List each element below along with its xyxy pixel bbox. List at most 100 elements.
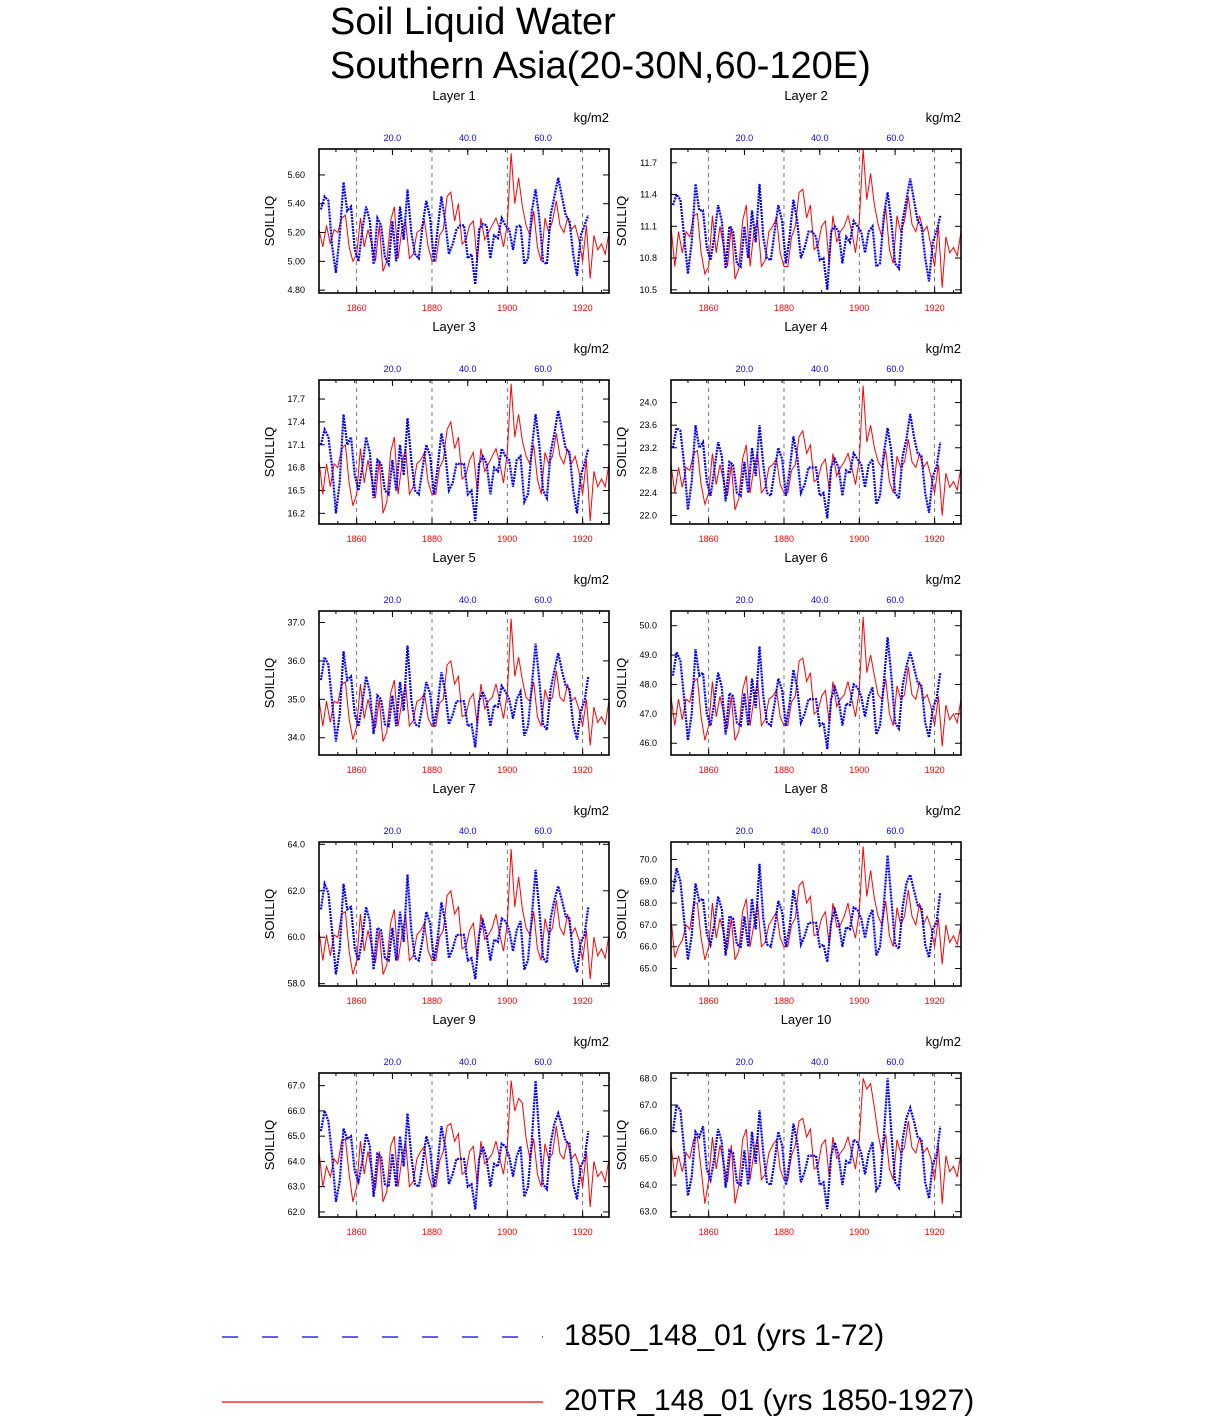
top-x-tick-label: 60.0 [534,595,552,605]
x-tick-label: 1900 [497,303,517,313]
top-x-tick-label: 20.0 [384,133,402,143]
y-tick-label: 65.0 [287,1131,305,1141]
x-tick-label: 1920 [925,1227,945,1237]
y-tick-label: 5.60 [287,170,305,180]
y-tick-label: 69.0 [639,876,657,886]
units-label: kg/m2 [926,572,961,587]
y-tick-label: 65.0 [639,964,657,974]
x-tick-label: 1920 [925,303,945,313]
top-x-tick-label: 60.0 [886,595,904,605]
series-group [671,616,961,750]
x-tick-label: 1860 [699,534,719,544]
series-line-control [671,1078,942,1210]
series-line-control [319,1080,590,1210]
y-tick-label: 10.8 [639,253,657,263]
x-tick-label: 1920 [573,534,593,544]
top-x-tick-label: 40.0 [811,133,829,143]
top-x-tick-label: 40.0 [459,826,477,836]
units-label: kg/m2 [574,1034,609,1049]
y-tick-label: 5.40 [287,199,305,209]
x-tick-label: 1920 [925,996,945,1006]
y-tick-label: 48.0 [639,679,657,689]
series-line-historical [671,846,961,965]
y-tick-label: 16.2 [287,508,305,518]
top-x-tick-label: 20.0 [384,1057,402,1067]
x-tick-label: 1900 [849,534,869,544]
x-tick-label: 1920 [573,765,593,775]
top-x-tick-label: 20.0 [736,133,754,143]
panel-title: Layer 6 [784,550,827,565]
x-tick-label: 1860 [347,765,367,775]
units-label: kg/m2 [926,803,961,818]
series-group [319,848,609,980]
x-tick-label: 1920 [925,765,945,775]
x-tick-label: 1880 [422,996,442,1006]
series-line-control [671,413,942,519]
series-line-historical [319,153,609,279]
y-tick-label: 5.00 [287,256,305,266]
y-axis-label: SOILLIQ [262,1120,277,1171]
top-x-tick-label: 20.0 [384,364,402,374]
series-line-historical [671,1078,961,1204]
y-axis-label: SOILLIQ [614,889,629,940]
top-x-tick-label: 40.0 [811,364,829,374]
series-line-control [319,410,590,522]
y-tick-label: 64.0 [287,1156,305,1166]
series-line-historical [671,616,961,747]
top-x-tick-label: 40.0 [459,364,477,374]
units-label: kg/m2 [574,110,609,125]
top-x-tick-label: 60.0 [534,364,552,374]
plot-frame [670,610,962,756]
plot-frame [318,1072,610,1218]
y-axis-label: SOILLIQ [262,427,277,478]
y-tick-label: 23.6 [639,420,657,430]
series-line-historical [319,1080,609,1207]
series-group [319,383,609,522]
y-tick-label: 66.0 [287,1106,305,1116]
x-tick-label: 1860 [347,1227,367,1237]
x-tick-label: 1880 [774,534,794,544]
legend-label-control: 1850_148_01 (yrs 1-72) [564,1319,885,1352]
plot-panel: Layer 5 kg/m2 SOILLIQ 1860 1880 1900 1920 20.0 4… [262,550,610,775]
y-tick-label: 37.0 [287,618,305,628]
x-tick-label: 1880 [774,1227,794,1237]
series-line-control [671,855,942,963]
series-group [671,1078,961,1210]
y-tick-label: 62.0 [287,886,305,896]
units-label: kg/m2 [926,110,961,125]
x-tick-label: 1860 [699,303,719,313]
top-x-tick-label: 60.0 [886,364,904,374]
top-x-tick-label: 40.0 [811,595,829,605]
series-line-control [319,177,590,285]
x-tick-label: 1880 [422,765,442,775]
series-group [319,618,609,748]
panel-title: Layer 10 [781,1012,832,1027]
y-tick-label: 63.0 [287,1182,305,1192]
x-tick-label: 1900 [849,303,869,313]
y-axis-label: SOILLIQ [262,658,277,709]
x-tick-label: 1880 [422,534,442,544]
y-tick-label: 67.0 [639,920,657,930]
chart-title: Soil Liquid Water [330,1,616,43]
top-x-tick-label: 40.0 [459,595,477,605]
top-x-tick-label: 20.0 [736,595,754,605]
y-tick-label: 10.5 [639,285,657,295]
y-axis-label: SOILLIQ [614,427,629,478]
top-x-tick-label: 20.0 [736,826,754,836]
legend-label-historical: 20TR_148_01 (yrs 1850-1927) [564,1384,975,1417]
panel-title: Layer 2 [784,88,827,103]
x-tick-label: 1900 [497,765,517,775]
plot-frame [318,379,610,525]
y-tick-label: 66.0 [639,942,657,952]
panel-title: Layer 9 [432,1012,475,1027]
x-tick-label: 1880 [422,1227,442,1237]
series-group [671,385,961,519]
y-tick-label: 22.0 [639,511,657,521]
y-axis-label: SOILLIQ [262,889,277,940]
top-x-tick-label: 40.0 [811,1057,829,1067]
plot-panel: Layer 6 kg/m2 SOILLIQ 1860 1880 1900 1920 20.0 4… [614,550,962,775]
top-x-tick-label: 60.0 [886,1057,904,1067]
y-tick-label: 62.0 [287,1207,305,1217]
plot-panel: Layer 2 kg/m2 SOILLIQ 1860 1880 1900 1920 20.0 4… [614,88,962,313]
units-label: kg/m2 [926,341,961,356]
